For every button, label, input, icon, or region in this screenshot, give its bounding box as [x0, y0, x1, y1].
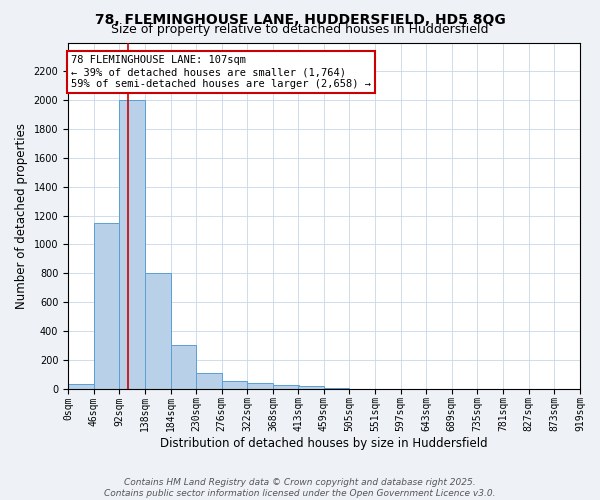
Text: 78 FLEMINGHOUSE LANE: 107sqm
← 39% of detached houses are smaller (1,764)
59% of: 78 FLEMINGHOUSE LANE: 107sqm ← 39% of de… [71, 56, 371, 88]
X-axis label: Distribution of detached houses by size in Huddersfield: Distribution of detached houses by size … [160, 437, 488, 450]
Bar [298, 386, 324, 388]
Bar [273, 386, 299, 388]
Bar [145, 273, 170, 388]
Bar [247, 383, 273, 388]
Bar [222, 382, 247, 388]
Bar [68, 384, 94, 388]
Bar [170, 346, 196, 389]
Text: Contains HM Land Registry data © Crown copyright and database right 2025.
Contai: Contains HM Land Registry data © Crown c… [104, 478, 496, 498]
Bar [94, 222, 119, 388]
Bar [119, 100, 145, 388]
Text: Size of property relative to detached houses in Huddersfield: Size of property relative to detached ho… [111, 22, 489, 36]
Bar [196, 374, 222, 388]
Text: 78, FLEMINGHOUSE LANE, HUDDERSFIELD, HD5 8QG: 78, FLEMINGHOUSE LANE, HUDDERSFIELD, HD5… [95, 12, 505, 26]
Y-axis label: Number of detached properties: Number of detached properties [15, 122, 28, 308]
